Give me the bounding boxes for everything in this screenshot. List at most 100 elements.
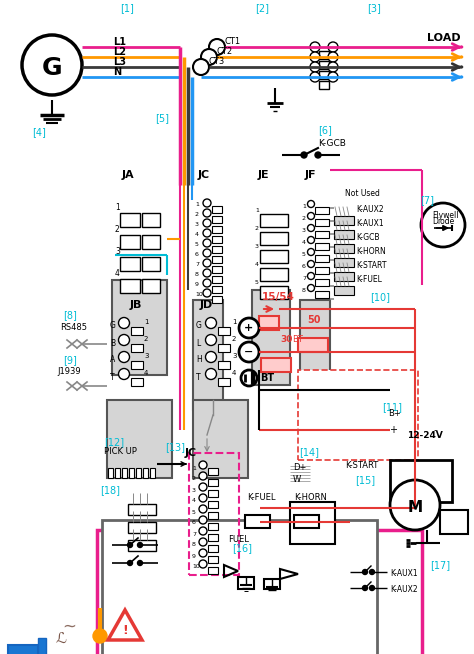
Text: 5: 5 <box>195 243 199 247</box>
Text: 1: 1 <box>115 203 120 211</box>
FancyBboxPatch shape <box>142 235 160 249</box>
FancyBboxPatch shape <box>334 216 354 225</box>
Circle shape <box>308 237 315 243</box>
Text: 1: 1 <box>144 319 148 325</box>
Text: [16]: [16] <box>232 543 252 553</box>
Text: -: - <box>433 425 437 435</box>
FancyBboxPatch shape <box>218 327 230 335</box>
FancyBboxPatch shape <box>208 534 218 541</box>
FancyBboxPatch shape <box>315 255 329 262</box>
FancyBboxPatch shape <box>300 300 330 405</box>
Text: Diode: Diode <box>432 218 454 226</box>
FancyBboxPatch shape <box>128 540 156 551</box>
Text: JD: JD <box>200 300 213 310</box>
FancyBboxPatch shape <box>260 286 288 299</box>
FancyBboxPatch shape <box>218 361 230 369</box>
Text: [11]: [11] <box>382 402 402 412</box>
FancyBboxPatch shape <box>212 266 222 273</box>
Text: L: L <box>196 339 200 347</box>
FancyBboxPatch shape <box>120 257 140 271</box>
Text: H: H <box>196 356 202 364</box>
FancyBboxPatch shape <box>208 490 218 497</box>
FancyBboxPatch shape <box>238 577 254 589</box>
Text: 9: 9 <box>192 553 196 559</box>
Circle shape <box>203 279 211 287</box>
FancyBboxPatch shape <box>131 327 143 335</box>
Circle shape <box>421 203 465 247</box>
FancyBboxPatch shape <box>208 468 218 475</box>
Circle shape <box>118 317 129 328</box>
Circle shape <box>328 42 338 52</box>
Text: N: N <box>113 67 121 77</box>
Text: ~: ~ <box>62 618 76 636</box>
FancyBboxPatch shape <box>208 567 218 574</box>
FancyBboxPatch shape <box>259 316 279 330</box>
FancyBboxPatch shape <box>315 231 329 238</box>
Text: 3: 3 <box>144 353 148 359</box>
FancyBboxPatch shape <box>208 512 218 519</box>
FancyBboxPatch shape <box>120 279 140 293</box>
Text: 3: 3 <box>195 222 199 228</box>
Text: 2: 2 <box>115 224 120 233</box>
FancyBboxPatch shape <box>208 479 218 486</box>
Text: G: G <box>42 56 62 80</box>
Text: 2: 2 <box>255 226 259 230</box>
FancyBboxPatch shape <box>212 286 222 293</box>
Circle shape <box>308 213 315 220</box>
FancyBboxPatch shape <box>290 502 335 544</box>
FancyBboxPatch shape <box>260 250 288 263</box>
Text: 3: 3 <box>115 247 120 256</box>
Text: 10: 10 <box>192 564 200 570</box>
Text: B+: B+ <box>388 409 401 417</box>
FancyBboxPatch shape <box>261 358 291 372</box>
Circle shape <box>239 342 259 362</box>
Text: [4]: [4] <box>32 127 46 137</box>
Text: [9]: [9] <box>63 355 77 365</box>
FancyBboxPatch shape <box>97 530 422 654</box>
Text: T: T <box>196 373 201 381</box>
Circle shape <box>310 72 320 82</box>
Circle shape <box>203 229 211 237</box>
FancyBboxPatch shape <box>212 206 222 213</box>
Text: 1: 1 <box>195 203 199 207</box>
Text: JE: JE <box>258 170 270 180</box>
Text: K-HORN: K-HORN <box>356 247 386 256</box>
Text: [10]: [10] <box>370 292 390 302</box>
Circle shape <box>310 42 320 52</box>
Text: 3: 3 <box>232 353 237 359</box>
Circle shape <box>308 260 315 267</box>
Text: A: A <box>110 356 115 364</box>
Circle shape <box>308 284 315 292</box>
FancyBboxPatch shape <box>315 267 329 274</box>
Text: −: − <box>244 347 254 357</box>
Circle shape <box>390 480 440 530</box>
FancyBboxPatch shape <box>334 286 354 295</box>
Text: K-FUEL: K-FUEL <box>356 275 382 284</box>
FancyBboxPatch shape <box>107 400 172 478</box>
Circle shape <box>328 52 338 62</box>
Text: CT2: CT2 <box>217 48 233 56</box>
Circle shape <box>137 543 143 547</box>
Text: CT3: CT3 <box>209 58 225 67</box>
Text: BT: BT <box>292 336 303 345</box>
Text: 6: 6 <box>195 252 199 258</box>
FancyBboxPatch shape <box>218 378 230 386</box>
Text: 9: 9 <box>195 283 199 288</box>
Text: PICK UP: PICK UP <box>104 447 137 456</box>
Text: JC: JC <box>185 448 197 458</box>
Circle shape <box>206 351 217 362</box>
FancyBboxPatch shape <box>142 257 160 271</box>
Text: K-GCB: K-GCB <box>356 233 380 243</box>
Text: JB: JB <box>130 300 142 310</box>
FancyBboxPatch shape <box>212 216 222 223</box>
Circle shape <box>206 334 217 345</box>
Text: 1: 1 <box>232 319 237 325</box>
Circle shape <box>93 629 107 643</box>
Text: G: G <box>196 322 202 330</box>
FancyBboxPatch shape <box>112 280 167 375</box>
FancyBboxPatch shape <box>120 235 140 249</box>
Circle shape <box>199 538 207 546</box>
FancyBboxPatch shape <box>193 400 248 478</box>
Text: 4: 4 <box>302 239 306 245</box>
Text: LOAD: LOAD <box>427 33 461 43</box>
